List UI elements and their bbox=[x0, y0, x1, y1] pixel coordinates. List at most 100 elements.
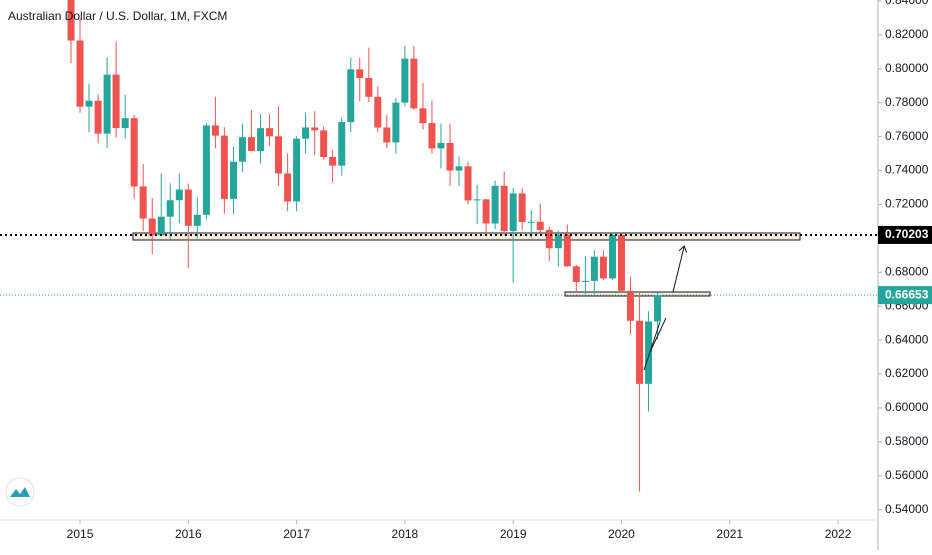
candle-body bbox=[338, 122, 346, 166]
x-tick-label: 2015 bbox=[67, 527, 94, 541]
candle-body bbox=[94, 100, 102, 134]
trend-line bbox=[643, 321, 661, 371]
candle-body bbox=[356, 69, 364, 78]
candle-body bbox=[139, 186, 147, 219]
candle-body bbox=[247, 137, 255, 152]
y-tick-label: 0.74000 bbox=[885, 163, 929, 177]
candle-body bbox=[482, 199, 490, 224]
y-tick-label: 0.84000 bbox=[885, 0, 929, 7]
candle-body bbox=[545, 229, 553, 249]
candle-body bbox=[275, 136, 283, 174]
candle-body bbox=[220, 135, 228, 199]
price-label: 0.70203 bbox=[885, 227, 929, 241]
plot-area bbox=[67, 0, 801, 492]
candle-body bbox=[302, 127, 310, 139]
x-tick-label: 2022 bbox=[825, 527, 852, 541]
y-tick-label: 0.80000 bbox=[885, 61, 929, 75]
candle-body bbox=[636, 320, 644, 384]
chart-title: Australian Dollar / U.S. Dollar, 1M, FXC… bbox=[8, 9, 227, 23]
arrow bbox=[672, 247, 684, 293]
candle-body bbox=[329, 157, 337, 166]
candle-body bbox=[563, 234, 571, 267]
candle-body bbox=[608, 234, 616, 279]
trend-line bbox=[649, 317, 667, 353]
y-tick-label: 0.78000 bbox=[885, 95, 929, 109]
y-tick-label: 0.64000 bbox=[885, 332, 929, 346]
logo-circle bbox=[5, 477, 35, 507]
x-tick-label: 2018 bbox=[392, 527, 419, 541]
price-label: 0.66653 bbox=[885, 287, 929, 301]
candle-body bbox=[311, 127, 319, 131]
y-tick-label: 0.58000 bbox=[885, 434, 929, 448]
candle-body bbox=[184, 189, 192, 226]
y-tick-label: 0.68000 bbox=[885, 264, 929, 278]
candle-body bbox=[437, 142, 445, 149]
candle-body bbox=[428, 123, 436, 149]
candle-body bbox=[473, 199, 481, 201]
candle-body bbox=[500, 185, 508, 232]
candle-body bbox=[527, 221, 535, 223]
candle-body bbox=[166, 200, 174, 217]
candle-body bbox=[509, 193, 517, 232]
candle-body bbox=[85, 100, 93, 107]
candle-body bbox=[419, 108, 427, 124]
logo bbox=[5, 477, 35, 507]
x-tick-label: 2017 bbox=[283, 527, 310, 541]
candle-body bbox=[626, 290, 634, 321]
candle-body bbox=[410, 58, 418, 109]
candle-body bbox=[491, 185, 499, 224]
candle-body bbox=[193, 214, 201, 226]
candle-body bbox=[654, 295, 662, 322]
x-tick-label: 2019 bbox=[500, 527, 527, 541]
candle-body bbox=[572, 266, 580, 282]
candle-body bbox=[76, 40, 84, 107]
candle-body bbox=[238, 137, 246, 162]
candle-body bbox=[293, 138, 301, 202]
candle-body bbox=[590, 256, 598, 281]
candle-body bbox=[518, 193, 526, 222]
y-tick-label: 0.60000 bbox=[885, 400, 929, 414]
candle-body bbox=[455, 166, 463, 171]
candle-body bbox=[617, 234, 625, 291]
candle-body bbox=[554, 234, 562, 249]
candle-body bbox=[229, 161, 237, 199]
candle-body bbox=[148, 218, 156, 236]
candle-body bbox=[347, 69, 355, 123]
candle-body bbox=[175, 189, 183, 201]
candle-body bbox=[266, 128, 274, 137]
candle-body bbox=[112, 74, 120, 129]
candle-body bbox=[211, 125, 219, 136]
price-label-box bbox=[878, 286, 932, 305]
candle-body bbox=[284, 173, 292, 202]
candle-body bbox=[157, 216, 165, 236]
y-tick-label: 0.76000 bbox=[885, 129, 929, 143]
candle-body bbox=[581, 280, 589, 282]
candle-body bbox=[202, 125, 210, 215]
price-label-box bbox=[878, 225, 932, 244]
candle-body bbox=[536, 221, 544, 230]
candle-body bbox=[446, 142, 454, 171]
candle-body bbox=[599, 256, 607, 279]
y-tick-label: 0.54000 bbox=[885, 502, 929, 516]
candle-body bbox=[130, 118, 138, 187]
x-tick-label: 2021 bbox=[716, 527, 743, 541]
y-tick-label: 0.62000 bbox=[885, 366, 929, 380]
candle-body bbox=[103, 74, 111, 134]
drawings bbox=[643, 247, 684, 371]
candle-body bbox=[121, 118, 129, 129]
x-tick-label: 2020 bbox=[608, 527, 635, 541]
support-zone bbox=[132, 232, 801, 241]
candle-body bbox=[374, 96, 382, 128]
logo-mark bbox=[10, 487, 30, 497]
candle-body bbox=[464, 166, 472, 201]
y-tick-label: 0.72000 bbox=[885, 197, 929, 211]
candle-body bbox=[383, 127, 391, 143]
y-tick-label: 0.82000 bbox=[885, 27, 929, 41]
candle-body bbox=[392, 102, 400, 143]
candle-body bbox=[67, 0, 75, 41]
candle-body bbox=[645, 321, 653, 384]
y-tick-label: 0.56000 bbox=[885, 468, 929, 482]
candle-body bbox=[365, 77, 373, 97]
